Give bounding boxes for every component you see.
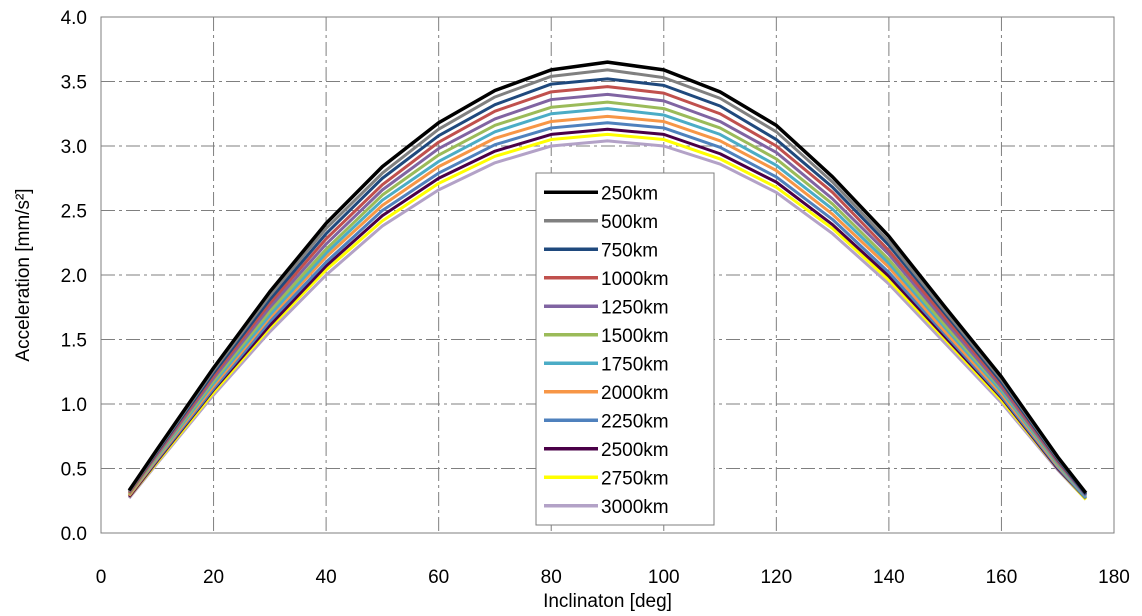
- series-line-1000km: [127, 85, 1088, 496]
- legend-item: 1250km: [544, 297, 669, 318]
- legend-label: 3000km: [601, 497, 669, 518]
- legend-label: 1000km: [601, 269, 669, 290]
- x-tick-label: 20: [203, 567, 224, 588]
- y-tick-label: 2.5: [61, 202, 87, 223]
- x-tick-labels: 0 20 40 60 80 100 120 140 160 180: [96, 567, 1130, 588]
- series-line-500km: [127, 68, 1088, 494]
- legend-item: 2000km: [544, 383, 669, 404]
- legend-label: 250km: [601, 183, 658, 204]
- legend-label: 2750km: [601, 468, 669, 489]
- x-tick-label: 80: [541, 567, 562, 588]
- x-tick-label: 120: [760, 567, 792, 588]
- legend-item: 2500km: [544, 440, 669, 461]
- x-tick-label: 140: [873, 567, 905, 588]
- series-line-1250km: [127, 92, 1088, 497]
- legend-item: 1750km: [544, 354, 669, 375]
- y-tick-label: 1.0: [61, 395, 87, 416]
- y-tick-label: 3.0: [61, 137, 87, 158]
- y-tick-label: 0.5: [61, 460, 87, 481]
- legend-label: 1500km: [601, 326, 669, 347]
- plot-frame: [100, 16, 1115, 534]
- y-axis-title: Acceleration [mm/s²]: [13, 188, 34, 361]
- series-line-2000km: [127, 114, 1087, 498]
- legend-box: [535, 172, 715, 526]
- y-tick-label: 2.0: [61, 266, 87, 287]
- series-lines: [127, 60, 1088, 501]
- series-line-1750km: [127, 107, 1087, 498]
- legend-label: 750km: [601, 240, 658, 261]
- legend-label: 1250km: [601, 297, 669, 318]
- legend-item: 250km: [544, 183, 658, 204]
- series-line-2250km: [127, 121, 1087, 500]
- series-line-1500km: [127, 100, 1087, 497]
- series-line-3000km: [127, 139, 1087, 501]
- x-tick-label: 60: [428, 567, 449, 588]
- legend-label: 500km: [601, 212, 658, 233]
- legend-label: 1750km: [601, 354, 669, 375]
- series-line-250km: [127, 60, 1088, 495]
- legend-item: 3000km: [544, 497, 669, 518]
- series-line-2500km: [127, 127, 1087, 500]
- y-tick-labels: 0.0 0.5 1.0 1.5 2.0 2.5 3.0 3.5 4.0: [61, 8, 87, 545]
- legend-item: 2750km: [544, 468, 669, 489]
- legend-item: 750km: [544, 240, 658, 261]
- legend-item: 1500km: [544, 326, 669, 347]
- x-tick-label: 160: [986, 567, 1018, 588]
- series-line-2750km: [127, 132, 1087, 501]
- legend-label: 2250km: [601, 411, 669, 432]
- legend-item: 500km: [544, 212, 658, 233]
- x-tick-label: 180: [1098, 567, 1130, 588]
- legend-item: 2250km: [544, 411, 669, 432]
- plot-border: [100, 16, 1115, 534]
- legend: 250km 500km 750km 1000km 1250km 1500km 1750km 2…: [535, 172, 715, 526]
- series-line-750km: [127, 77, 1088, 496]
- y-tick-label: 0.0: [61, 524, 87, 545]
- x-tick-label: 100: [648, 567, 680, 588]
- y-tick-label: 4.0: [61, 8, 87, 29]
- x-tick-label: 40: [316, 567, 337, 588]
- legend-label: 2000km: [601, 383, 669, 404]
- y-tick-label: 3.5: [61, 73, 87, 94]
- y-tick-label: 1.5: [61, 331, 87, 352]
- x-axis-title: Inclinaton [deg]: [543, 591, 672, 612]
- legend-label: 2500km: [601, 440, 669, 461]
- legend-item: 1000km: [544, 269, 669, 290]
- x-tick-label: 0: [96, 567, 107, 588]
